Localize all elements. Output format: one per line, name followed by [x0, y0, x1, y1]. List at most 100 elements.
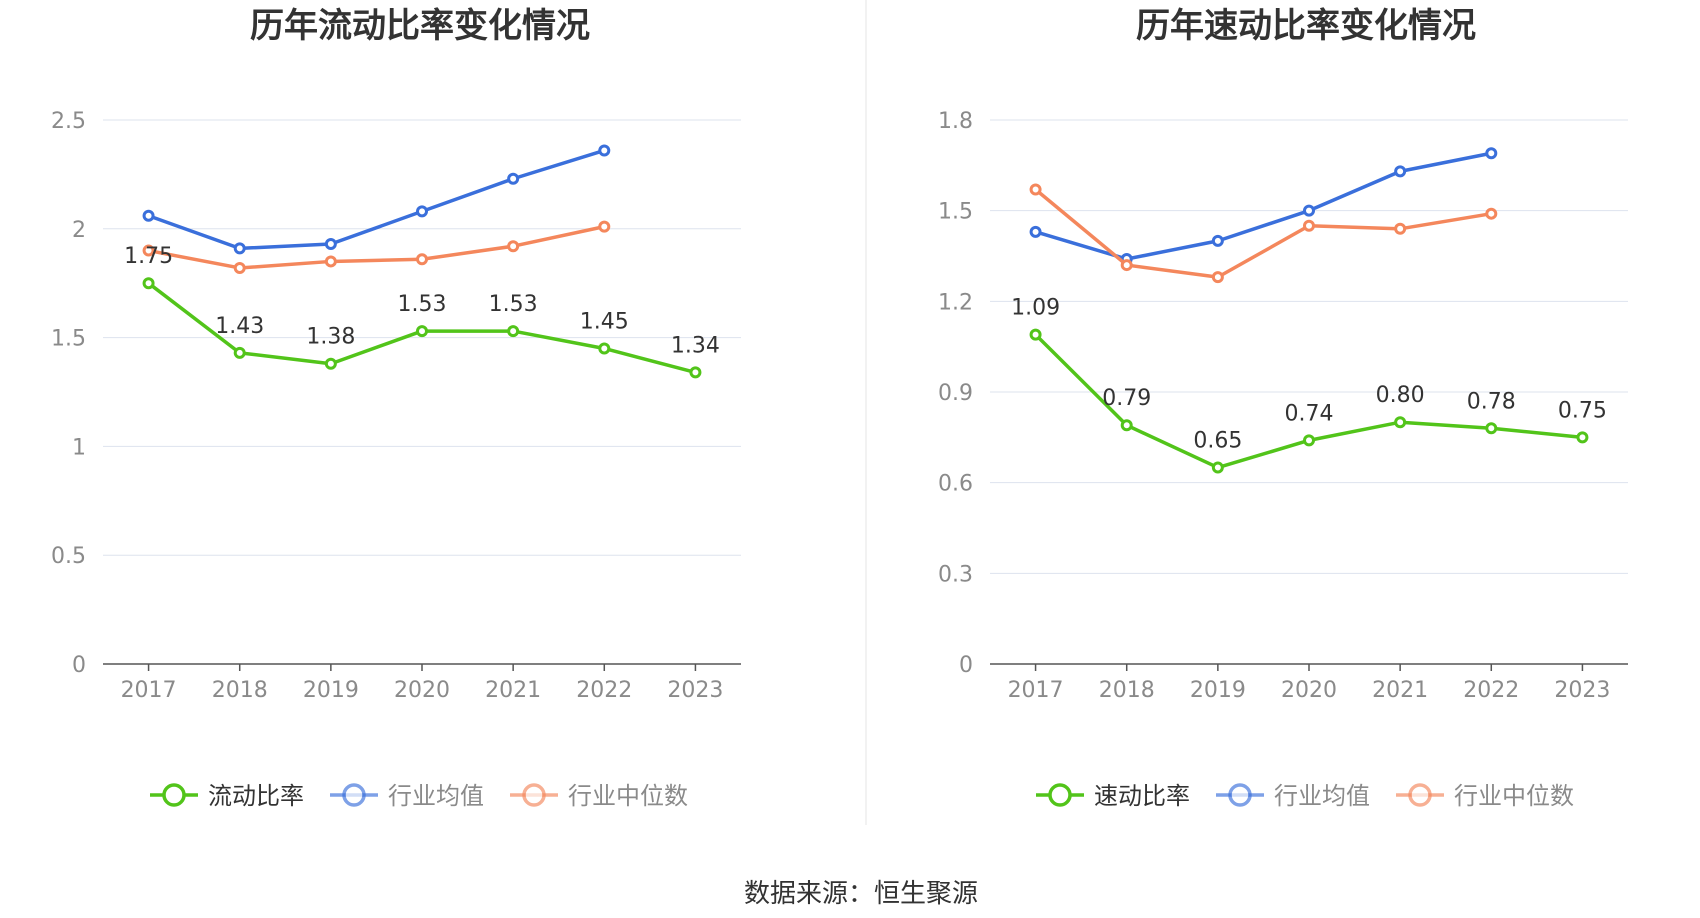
data-point[interactable]: [507, 240, 520, 253]
data-point[interactable]: [689, 366, 702, 379]
legend-marker: [522, 783, 546, 807]
data-point[interactable]: [1029, 328, 1042, 341]
data-point[interactable]: [598, 342, 611, 355]
data-point[interactable]: [598, 144, 611, 157]
x-tick-label: 2017: [1008, 678, 1064, 703]
data-point[interactable]: [1394, 416, 1407, 429]
series-line: [148, 224, 605, 270]
data-point[interactable]: [324, 357, 337, 370]
data-point[interactable]: [142, 277, 155, 290]
legend-item[interactable]: 行业均值: [1216, 782, 1370, 810]
legend-label: 行业中位数: [568, 782, 688, 810]
x-tick-label: 2017: [121, 678, 177, 703]
y-tick-label: 0.6: [938, 472, 973, 497]
legend-item[interactable]: 速动比率: [1036, 782, 1190, 810]
data-point[interactable]: [1485, 147, 1498, 160]
data-point[interactable]: [1303, 204, 1315, 217]
data-point[interactable]: [1120, 259, 1133, 272]
legend-marker: [342, 783, 366, 807]
data-point[interactable]: [1394, 222, 1407, 235]
data-point[interactable]: [507, 325, 520, 338]
legend-label: 行业中位数: [1454, 782, 1574, 810]
data-point[interactable]: [1303, 219, 1315, 232]
x-tick-label: 2019: [303, 678, 359, 703]
y-tick-label: 2.5: [51, 109, 86, 134]
legend-marker: [1408, 783, 1432, 807]
data-point[interactable]: [324, 255, 337, 268]
data-point[interactable]: [1576, 431, 1589, 444]
chart-title: 历年速动比率变化情况: [1136, 6, 1476, 46]
x-tick-label: 2020: [394, 678, 450, 703]
y-tick-label: 0.3: [938, 562, 973, 587]
data-point[interactable]: [507, 172, 520, 185]
legend-marker: [1048, 783, 1072, 807]
data-point[interactable]: [1211, 461, 1224, 474]
data-label: 0.74: [1285, 401, 1334, 426]
data-point[interactable]: [1485, 207, 1498, 220]
data-point[interactable]: [142, 244, 155, 257]
data-point[interactable]: [416, 205, 428, 218]
y-tick-label: 0.5: [51, 544, 86, 569]
data-point[interactable]: [142, 209, 155, 222]
data-label: 1.09: [1011, 296, 1060, 321]
x-tick-label: 2018: [1099, 678, 1155, 703]
data-label: 0.65: [1193, 429, 1242, 454]
quick-ratio-chart: 历年速动比率变化情况 0 0.3 0.6 0.9 1.2 1.5 1.8 2017 2018 201…: [938, 6, 1628, 810]
x-tick-label: 2019: [1190, 678, 1246, 703]
series-line: [1035, 151, 1492, 261]
data-label: 1.43: [215, 314, 264, 339]
data-label: 1.45: [580, 309, 629, 334]
data-label: 0.78: [1467, 389, 1516, 414]
y-tick-label: 0: [72, 653, 86, 678]
data-point[interactable]: [598, 220, 611, 233]
data-label: 1.53: [398, 292, 447, 317]
data-point[interactable]: [233, 346, 246, 359]
y-tick-label: 1.8: [938, 109, 973, 134]
data-point[interactable]: [416, 253, 428, 266]
legend-label: 行业均值: [388, 782, 484, 810]
y-tick-label: 1.5: [938, 200, 973, 225]
data-label: 1.34: [671, 333, 720, 358]
y-tick-label: 1: [72, 435, 86, 460]
current-ratio-chart: 历年流动比率变化情况 0 0.5 1 1.5 2 2.5 2017 2018 2019 2020 20…: [51, 6, 741, 810]
series-line: [1034, 188, 1492, 279]
data-point[interactable]: [233, 261, 246, 274]
y-tick-label: 1.5: [51, 327, 86, 352]
data-point[interactable]: [1394, 165, 1407, 178]
data-label: 0.79: [1102, 386, 1151, 411]
chart-title: 历年流动比率变化情况: [250, 6, 590, 46]
data-label: 1.75: [124, 244, 173, 269]
data-point[interactable]: [1029, 183, 1042, 196]
data-point[interactable]: [1029, 225, 1042, 238]
y-tick-label: 0: [959, 653, 973, 678]
series-line: [147, 148, 605, 251]
legend-label: 速动比率: [1094, 782, 1190, 810]
legend-item[interactable]: 流动比率: [150, 782, 304, 810]
x-tick-label: 2022: [1463, 678, 1519, 703]
data-point[interactable]: [1120, 419, 1133, 432]
y-tick-label: 1.2: [938, 290, 973, 315]
x-tick-label: 2018: [212, 678, 268, 703]
x-tick-label: 2021: [1372, 678, 1428, 703]
data-label: 1.38: [306, 325, 355, 350]
data-point[interactable]: [233, 242, 246, 255]
data-point[interactable]: [1211, 271, 1224, 284]
data-point[interactable]: [324, 238, 337, 251]
legend-label: 行业均值: [1274, 782, 1370, 810]
data-label: 0.80: [1376, 383, 1425, 408]
data-label: 1.53: [489, 292, 538, 317]
data-point[interactable]: [1211, 234, 1224, 247]
data-point[interactable]: [416, 325, 428, 338]
y-tick-label: 0.9: [938, 381, 973, 406]
x-tick-label: 2023: [1554, 678, 1610, 703]
data-source-note: 数据来源：恒生聚源: [744, 879, 978, 909]
legend-item[interactable]: 行业均值: [330, 782, 484, 810]
legend-item[interactable]: 行业中位数: [1396, 782, 1574, 810]
data-point[interactable]: [1303, 434, 1315, 447]
x-tick-label: 2023: [667, 678, 723, 703]
legend-marker: [162, 783, 186, 807]
data-point[interactable]: [1485, 422, 1498, 435]
legend-item[interactable]: 行业中位数: [510, 782, 688, 810]
legend-marker: [1228, 783, 1252, 807]
